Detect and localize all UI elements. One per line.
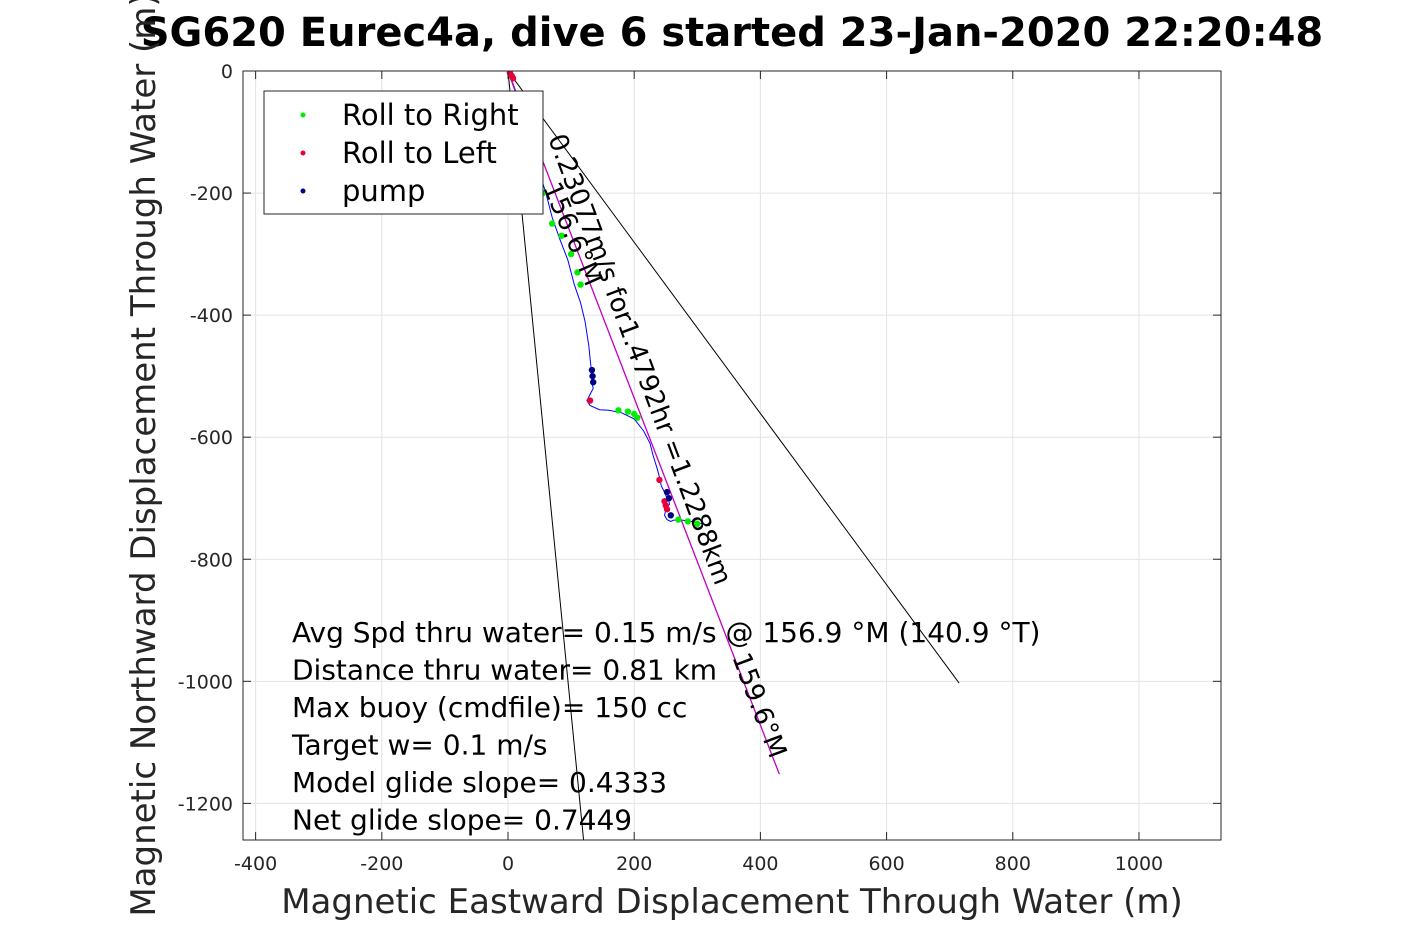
marker-roll-to-left <box>656 476 663 484</box>
y-tick-label: -400 <box>190 305 233 327</box>
y-axis-label: Magnetic Northward Displacement Through … <box>124 0 164 917</box>
marker-roll-to-right <box>548 220 556 227</box>
legend-label: pump <box>342 174 425 208</box>
marker-roll-to-right <box>567 250 575 258</box>
legend-label: Roll to Right <box>342 98 519 132</box>
y-tick-label: 0 <box>221 61 233 83</box>
marker-roll-to-right <box>615 407 622 414</box>
heading-line-series <box>507 71 780 775</box>
legend-marker <box>300 150 306 156</box>
y-tick-label: -800 <box>190 549 233 571</box>
annotation-line: Max buoy (cmdfile)= 150 cc <box>292 691 687 724</box>
marker-roll-to-left <box>663 506 671 513</box>
marker-roll-to-right <box>684 518 692 525</box>
chart-title: SG620 Eurec4a, dive 6 started 23-Jan-202… <box>141 10 1324 56</box>
bound-line-series <box>507 71 960 684</box>
x-tick-label: 1000 <box>1115 853 1163 875</box>
marker-pump <box>589 372 596 380</box>
x-tick-label: -400 <box>234 853 277 875</box>
x-tick-label: 200 <box>616 853 652 875</box>
grid <box>243 70 1221 840</box>
annotations: Avg Spd thru water= 0.15 m/s @ 156.9 °M … <box>291 616 1040 837</box>
x-tick-label: 400 <box>742 853 778 875</box>
legend-marker <box>300 188 306 194</box>
legend-box <box>263 90 544 215</box>
annotation-line: Target w= 0.1 m/s <box>291 729 548 762</box>
marker-roll-to-right <box>624 408 632 415</box>
marker-roll-to-left <box>509 75 517 82</box>
x-tick-label: -200 <box>360 853 403 875</box>
legend: Roll to Right Roll to Left pump <box>263 90 544 215</box>
ticks: -400 -200 0 200 400 600 800 1000 0 -200 -400 -600 -8… <box>178 61 1221 875</box>
annotation-line: Net glide slope= 0.7449 <box>292 804 632 837</box>
x-axis-label: Magnetic Eastward Displacement Through W… <box>281 882 1183 922</box>
marker-pump <box>667 512 674 519</box>
plot-frame <box>242 70 1222 841</box>
marker-roll-to-right <box>574 269 581 276</box>
x-tick-label: 600 <box>868 853 904 875</box>
marker-roll-to-left <box>586 397 594 404</box>
marker-roll-to-right <box>558 232 565 239</box>
marker-roll-to-right <box>634 414 641 421</box>
annotation-line: Distance thru water= 0.81 km <box>292 654 717 687</box>
marker-roll-to-right <box>675 516 682 523</box>
y-tick-label: -600 <box>190 427 233 449</box>
marker-roll-to-right <box>577 281 584 288</box>
rotated-label: 159.6°M <box>725 649 792 762</box>
x-tick-label: 0 <box>502 853 514 875</box>
marker-pump <box>663 488 671 496</box>
marker-pump <box>589 379 597 386</box>
y-tick-label: -200 <box>190 183 233 205</box>
track-series <box>507 71 711 527</box>
y-tick-label: -1000 <box>178 671 233 693</box>
legend-label: Roll to Left <box>342 136 497 170</box>
annotation-line: Avg Spd thru water= 0.15 m/s @ 156.9 °M … <box>292 616 1040 649</box>
marker-pump <box>665 495 673 502</box>
marker-pump <box>588 366 596 374</box>
x-tick-label: 800 <box>995 853 1031 875</box>
y-tick-label: -1200 <box>178 793 233 815</box>
legend-marker <box>300 112 306 118</box>
marker-roll-to-right <box>694 520 701 528</box>
annotation-line: Model glide slope= 0.4333 <box>292 766 667 799</box>
